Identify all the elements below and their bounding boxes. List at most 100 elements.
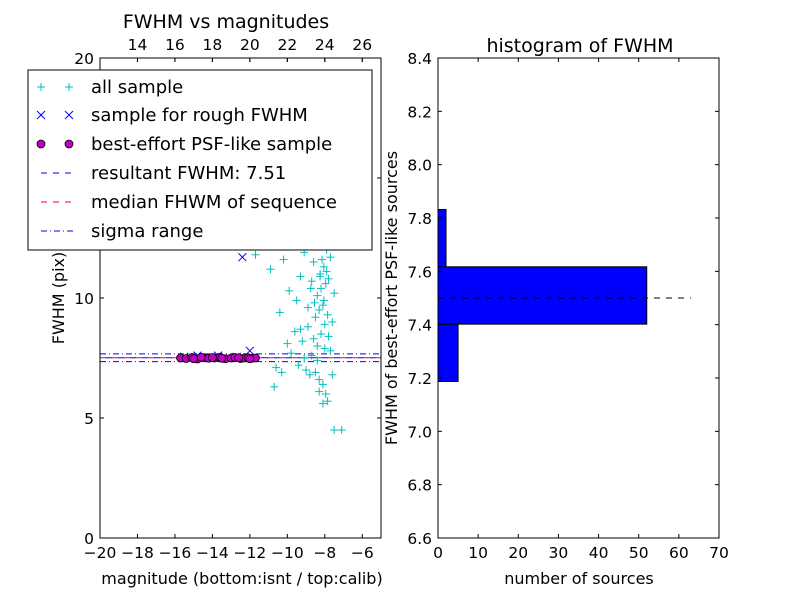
legend-entry-sigma: sigma range	[41, 221, 203, 242]
point-all-sample	[303, 303, 312, 312]
legend-label: sigma range	[91, 221, 203, 242]
scatter-ylabel: FWHM (pix)	[49, 252, 68, 345]
legend-entry-rough-sample: sample for rough FWHM	[36, 105, 308, 126]
point-all-sample	[270, 382, 279, 391]
x-tick-label: 30	[549, 544, 569, 562]
point-all-sample	[328, 370, 337, 379]
x-tick-label: −20	[84, 544, 117, 562]
y-tick-label: 7.8	[407, 210, 432, 228]
point-all-sample	[320, 344, 329, 353]
point-all-sample	[298, 337, 307, 346]
legend-label: sample for rough FWHM	[91, 105, 308, 126]
point-all-sample	[319, 262, 328, 271]
point-all-sample	[324, 332, 333, 341]
point-all-sample	[330, 426, 339, 434]
x-tick-label: −16	[159, 544, 192, 562]
point-all-sample	[302, 366, 311, 374]
x-tick-label: 70	[709, 544, 729, 562]
legend-box	[27, 69, 373, 251]
y-tick-label: 8.0	[407, 157, 432, 175]
point-all-sample	[296, 325, 305, 334]
point-best-effort	[207, 353, 217, 362]
top-tick-label: 18	[203, 36, 223, 54]
point-all-sample	[272, 363, 281, 372]
y-tick-label: 10	[74, 290, 94, 308]
point-all-sample	[309, 258, 318, 266]
point-all-sample	[317, 330, 326, 338]
point-best-effort	[189, 354, 199, 364]
point-all-sample	[300, 354, 309, 362]
histogram-bar	[437, 323, 459, 382]
x-tick-label: 10	[468, 544, 488, 562]
legend-label: median FHWM of sequence	[91, 192, 337, 213]
y-tick-label: 7.4	[407, 317, 432, 335]
x-tick-label: −12	[234, 544, 267, 562]
point-all-sample	[323, 310, 332, 319]
y-tick-label: 0	[84, 530, 94, 548]
histogram-bar	[437, 266, 648, 325]
point-all-sample	[279, 255, 288, 264]
y-tick-label: 6.6	[407, 530, 432, 548]
x-tick-label: −10	[271, 544, 304, 562]
point-all-sample	[277, 368, 286, 377]
legend-entry-all-sample: all sample	[37, 77, 183, 98]
point-all-sample	[311, 313, 320, 322]
point-all-sample	[285, 286, 294, 295]
legend-entry-median: median FHWM of sequence	[41, 192, 337, 213]
histogram-bars	[437, 208, 648, 382]
point-best-effort	[196, 352, 206, 362]
legend-label: resultant FWHM: 7.51	[91, 163, 286, 184]
x-tick-label: 20	[508, 544, 528, 562]
y-tick-label: 8.4	[407, 50, 432, 68]
point-all-sample	[318, 399, 327, 408]
histogram-title: histogram of FWHM	[486, 35, 673, 57]
point-all-sample	[316, 272, 325, 281]
point-all-sample	[290, 327, 299, 336]
point-all-sample	[321, 279, 330, 288]
histogram-frame	[437, 57, 720, 539]
point-all-sample	[303, 322, 312, 331]
point-all-sample	[296, 272, 305, 281]
point-all-sample	[292, 296, 301, 305]
point-all-sample	[337, 426, 346, 434]
point-all-sample	[251, 250, 260, 259]
point-best-effort	[245, 354, 255, 364]
x-tick-label: 60	[669, 544, 689, 562]
point-all-sample	[317, 284, 326, 293]
x-tick-label: −6	[351, 544, 374, 562]
x-tick-label: 50	[629, 544, 649, 562]
point-best-effort	[217, 353, 227, 363]
point-all-sample	[330, 289, 339, 298]
point-all-sample	[275, 308, 284, 317]
point-all-sample	[313, 291, 322, 300]
histogram-panel: 0 10 20 30 40 50 60 70 6.6 6.8 7.0 7.2 7.4 7.6 7.8 8.0 8…	[382, 35, 729, 588]
point-all-sample	[307, 351, 316, 360]
x-tick-label: −8	[313, 544, 336, 562]
point-all-sample	[317, 255, 326, 264]
point-best-effort	[234, 353, 244, 363]
x-tick-label: −18	[121, 544, 154, 562]
point-all-sample	[309, 334, 318, 343]
point-all-sample	[319, 296, 328, 305]
point-all-sample	[320, 320, 329, 329]
scatter-title: FWHM vs magnitudes	[123, 11, 329, 33]
legend-label: all sample	[91, 77, 183, 98]
top-tick-label: 14	[128, 36, 148, 54]
point-all-sample	[322, 267, 331, 276]
y-tick-label: 5	[84, 410, 94, 428]
point-all-sample	[323, 397, 332, 406]
scatter-ticks: −20 −18 −16 −14 −12 −10 −8 −6 14 16 18 20 22 24 26 0 5 10…	[74, 36, 381, 562]
x-tick-label: −14	[196, 544, 229, 562]
point-all-sample	[326, 346, 335, 355]
point-all-sample	[306, 284, 315, 293]
point-all-sample	[326, 253, 335, 262]
scatter-panel: −20 −18 −16 −14 −12 −10 −8 −6 14 16 18 20 22 24 26 0 5 10…	[27, 11, 383, 588]
legend-marker-circle	[36, 139, 74, 149]
point-all-sample	[321, 390, 330, 398]
point-all-sample	[313, 342, 322, 350]
point-all-sample	[305, 370, 314, 379]
point-all-sample	[294, 361, 303, 370]
point-all-sample	[315, 306, 324, 314]
legend: all sample sample for rough FWHM best-ef…	[27, 69, 373, 251]
